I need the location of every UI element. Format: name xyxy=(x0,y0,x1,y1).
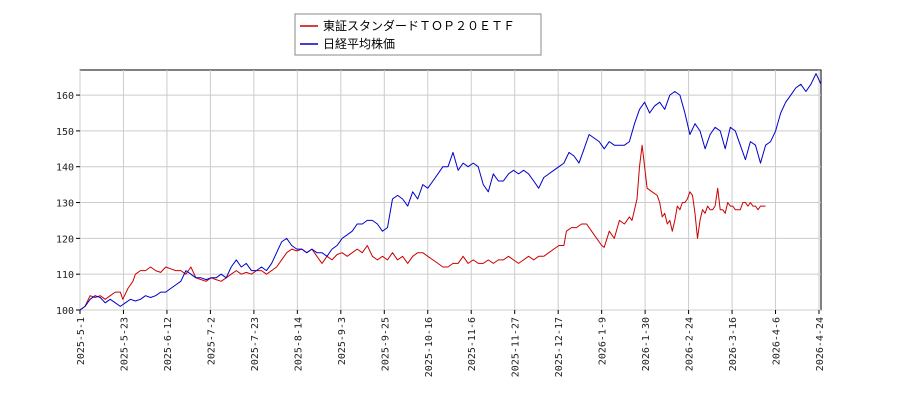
x-tick-label: 2025-5-23 xyxy=(119,317,130,371)
legend-box xyxy=(294,13,542,56)
x-tick-label: 2025-7-23 xyxy=(250,317,261,371)
x-axis: 2025-5-1 2025-5-23 2025-6-12 2025-7-2 2025-7… xyxy=(76,310,826,377)
y-axis: 100 110 120 130 140 150 160 xyxy=(56,91,80,317)
legend-label-0: 東証スタンダードＴＯＰ２０ＥＴＦ xyxy=(323,18,515,33)
x-tick-label: 2025-12-17 xyxy=(554,317,565,377)
legend-label-1: 日経平均株価 xyxy=(323,36,395,51)
x-tick-label: 2025-6-12 xyxy=(163,317,174,371)
x-tick-label: 2025-11-6 xyxy=(467,317,478,371)
series-lines xyxy=(79,73,822,311)
x-tick-label: 2025-8-14 xyxy=(293,317,304,371)
y-tick-label: 160 xyxy=(56,91,74,102)
y-tick-label: 100 xyxy=(56,306,74,317)
plot-area xyxy=(79,69,822,311)
y-tick-label: 120 xyxy=(56,234,74,245)
x-tick-label: 2026-2-24 xyxy=(685,317,696,371)
series-line-1 xyxy=(79,73,822,311)
x-tick-label: 2025-9-25 xyxy=(380,317,391,371)
legend: 東証スタンダードＴＯＰ２０ＥＴＦ 日経平均株価 xyxy=(294,13,542,56)
x-tick-label: 2025-10-16 xyxy=(424,317,435,377)
x-tick-label: 2025-5-1 xyxy=(76,317,87,365)
y-tick-label: 150 xyxy=(56,127,74,138)
x-tick-label: 2026-3-16 xyxy=(728,317,739,371)
x-tick-label: 2025-7-2 xyxy=(206,317,217,365)
y-tick-label: 130 xyxy=(56,199,74,210)
x-tick-label: 2026-1-9 xyxy=(598,317,609,365)
x-tick-label: 2025-9-3 xyxy=(337,317,348,365)
y-tick-label: 110 xyxy=(56,270,74,281)
x-tick-label: 2026-4-24 xyxy=(815,317,826,371)
x-tick-label: 2026-4-6 xyxy=(772,317,783,365)
y-tick-label: 140 xyxy=(56,163,74,174)
grid xyxy=(79,70,821,311)
x-tick-label: 2025-11-27 xyxy=(511,317,522,377)
x-tick-label: 2026-1-30 xyxy=(641,317,652,371)
